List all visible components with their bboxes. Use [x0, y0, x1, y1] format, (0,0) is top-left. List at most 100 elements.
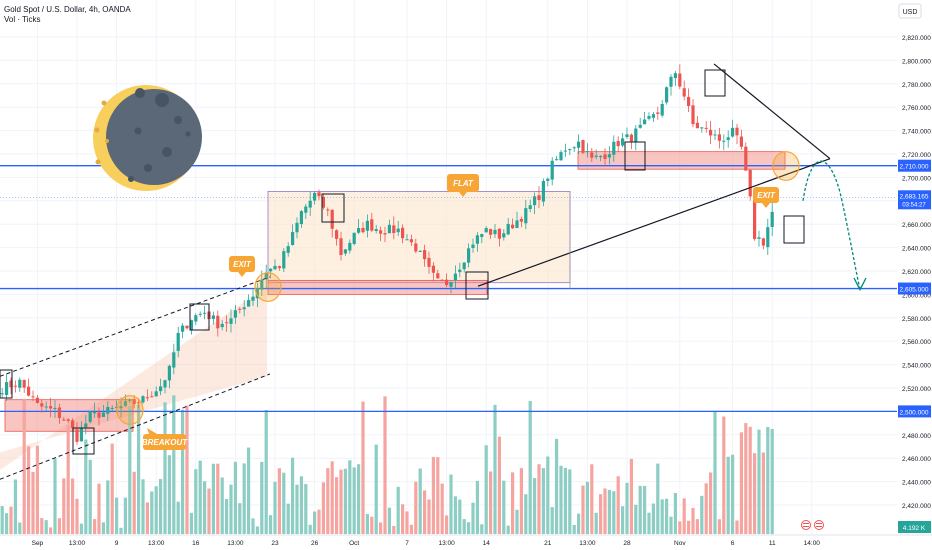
- volume-bar: [176, 501, 180, 534]
- volume-bar: [313, 511, 317, 534]
- candle-body: [137, 402, 141, 404]
- candle-body: [238, 308, 242, 310]
- volume-bar: [93, 519, 97, 534]
- candle-body: [321, 196, 325, 208]
- candle-body: [163, 380, 167, 388]
- volume-bar: [343, 468, 347, 534]
- volume-bar: [379, 522, 383, 534]
- volume-bar: [101, 522, 105, 534]
- volume-bar: [748, 426, 752, 534]
- currency-button[interactable]: USD: [898, 3, 922, 19]
- volume-bar: [449, 474, 453, 534]
- candle-body: [440, 279, 444, 281]
- candle-body: [264, 272, 268, 280]
- candle-body: [88, 411, 92, 422]
- candle-body: [731, 127, 735, 137]
- volume-bar: [502, 480, 506, 534]
- candle-body: [748, 169, 752, 197]
- candle-body: [128, 399, 132, 401]
- volume-bar: [137, 404, 141, 534]
- candle-body: [57, 407, 61, 419]
- candle-body: [123, 401, 127, 406]
- candle-body: [445, 279, 449, 286]
- us-flag-stripe: [816, 523, 822, 524]
- exit-tag-2-label: EXIT: [757, 191, 776, 200]
- volume-bar: [57, 518, 61, 534]
- candle-body: [563, 150, 567, 152]
- currency-button-label[interactable]: USD: [903, 9, 918, 16]
- us-flag-icon: [814, 520, 824, 530]
- candle-body: [471, 244, 475, 248]
- volume-bar: [282, 472, 286, 534]
- volume-bar: [541, 468, 545, 534]
- volume-bar: [533, 478, 537, 534]
- volume-bar: [621, 506, 625, 534]
- time-tick-label: 16: [192, 540, 200, 547]
- candle-body: [704, 127, 708, 129]
- projection-arrowhead: [853, 277, 867, 292]
- channel-fill: [0, 286, 267, 470]
- candle-body: [27, 386, 31, 396]
- us-flag-icon: [801, 520, 811, 530]
- time-tick-label: 28: [623, 540, 631, 547]
- candle-body: [515, 220, 519, 228]
- candle-body: [585, 151, 589, 153]
- currency-button-frame[interactable]: [898, 3, 922, 19]
- volume-bar: [167, 455, 171, 534]
- volume-bar: [220, 477, 224, 534]
- highlight-box: [624, 141, 646, 171]
- candle-body: [260, 279, 264, 290]
- volume-bar: [159, 479, 163, 534]
- price-tick-label: 2,540.000: [902, 363, 931, 370]
- volume-bar: [665, 498, 669, 534]
- volume-bar: [79, 523, 83, 534]
- volume-bar: [31, 471, 35, 534]
- volume-bar: [238, 503, 242, 534]
- flat-demand-zone: [267, 279, 488, 295]
- candle-body: [427, 257, 431, 267]
- volume-bar: [550, 507, 554, 534]
- candle-body: [383, 233, 387, 235]
- candle-body: [326, 209, 330, 211]
- time-tick-label: 13:00: [438, 540, 455, 547]
- candle-body: [5, 382, 9, 395]
- moon-crater: [185, 131, 191, 137]
- time-tick-label: Nov: [674, 540, 686, 547]
- candle-body: [590, 152, 594, 158]
- candle-body: [392, 225, 396, 233]
- volume-bar: [766, 426, 770, 534]
- price-tick-label: 2,800.000: [902, 58, 931, 65]
- volume-bar: [731, 454, 735, 534]
- candle-body: [35, 397, 39, 403]
- volume-bar: [401, 504, 405, 534]
- candle-body: [379, 230, 383, 234]
- candle-body: [409, 239, 413, 243]
- candle-body: [374, 229, 378, 231]
- volume-bar: [704, 483, 708, 534]
- candle-body: [203, 312, 207, 314]
- candle-body: [225, 322, 229, 324]
- volume-bar: [753, 453, 757, 534]
- candle-body: [713, 134, 717, 136]
- countdown-label: 03:54:27: [902, 202, 926, 208]
- volume-bar: [585, 481, 589, 534]
- price-tick-label: 2,520.000: [902, 386, 931, 393]
- moon-crater: [101, 100, 107, 106]
- time-tick-label: 13:00: [69, 540, 86, 547]
- volume-bar: [326, 468, 330, 534]
- volume-bar: [106, 480, 110, 534]
- candle-body: [343, 249, 347, 254]
- volume-bar: [722, 416, 726, 534]
- price-axis: 2,420.000 2,440.000 2,460.000 2,480.000 2,50…: [897, 0, 932, 550]
- flat-tag-label: FLAT: [453, 179, 474, 188]
- volume-bar: [286, 503, 290, 534]
- exit-tag-2-bg: [753, 187, 779, 203]
- volume-bar: [277, 468, 281, 534]
- candle-body: [75, 429, 79, 442]
- volume-bar: [27, 446, 31, 534]
- us-flag-stripe: [803, 523, 809, 524]
- volume-bar: [22, 398, 26, 534]
- candle-body: [313, 192, 317, 201]
- volume-bar: [229, 484, 233, 534]
